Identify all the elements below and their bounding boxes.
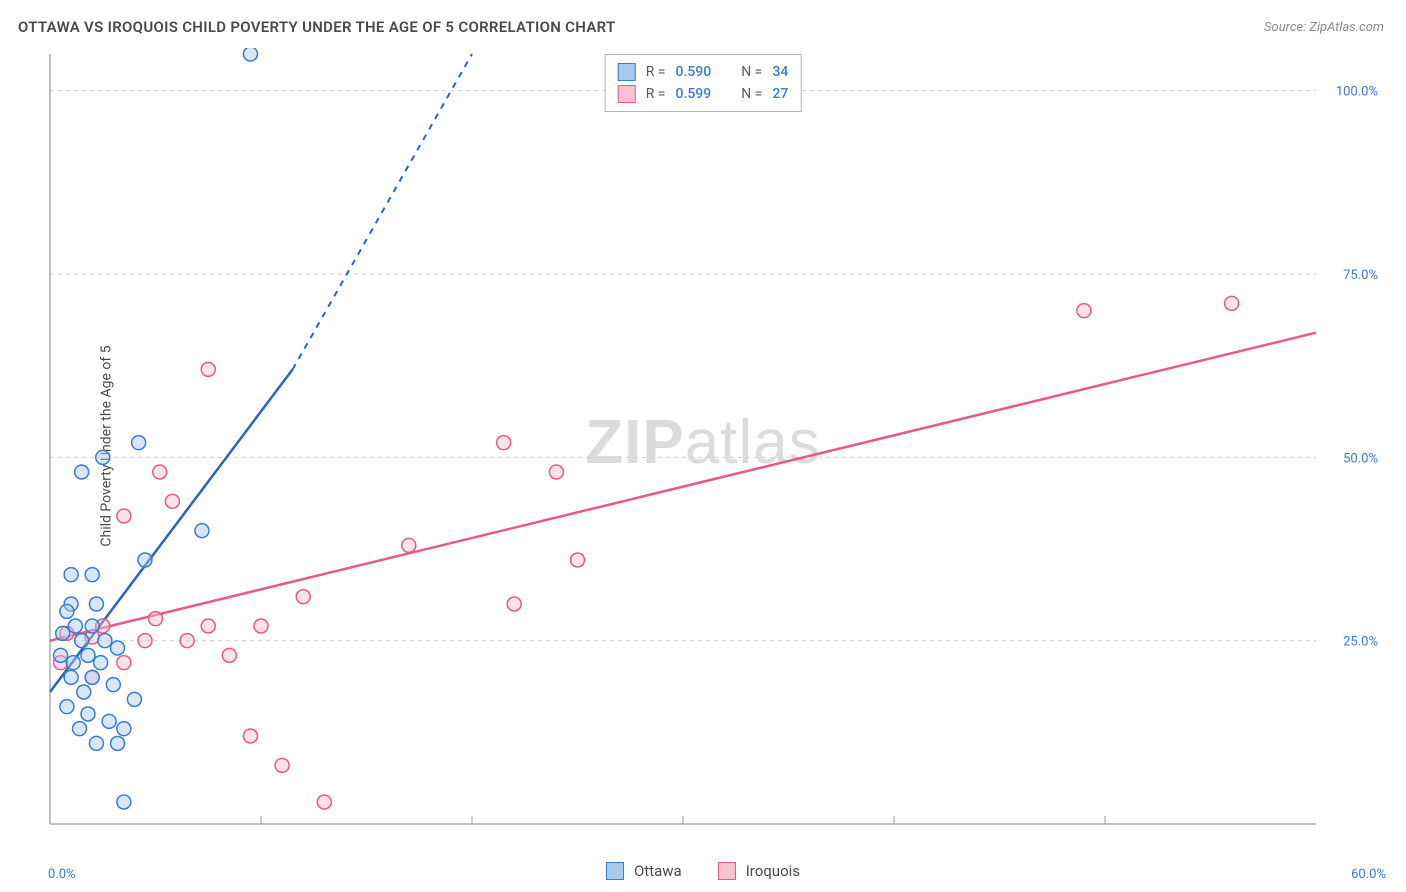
svg-text:100.0%: 100.0% [1336, 85, 1378, 100]
stat-n-label: N = [741, 86, 762, 102]
stat-n-iroquois: 27 [772, 86, 788, 102]
stat-n-ottawa: 34 [772, 64, 788, 80]
stat-n-label: N = [741, 64, 762, 80]
scatter-plot: 25.0% 50.0% 75.0% 100.0% [48, 48, 1386, 844]
svg-text:25.0%: 25.0% [1343, 635, 1378, 650]
swatch-iroquois [718, 862, 736, 880]
swatch-ottawa [618, 63, 636, 81]
plot-area: 25.0% 50.0% 75.0% 100.0% [48, 48, 1386, 844]
legend-stats-row-ottawa: R = 0.590 N = 34 [618, 61, 789, 83]
x-axis-max-label: 60.0% [1351, 867, 1386, 882]
stat-r-iroquois: 0.599 [676, 86, 712, 102]
bottom-legend: Ottawa Iroquois [606, 862, 800, 880]
stat-r-label: R = [646, 86, 666, 102]
legend-label-ottawa: Ottawa [634, 862, 682, 880]
chart-title: OTTAWA VS IROQUOIS CHILD POVERTY UNDER T… [18, 18, 616, 36]
swatch-ottawa [606, 862, 624, 880]
legend-item-iroquois: Iroquois [718, 862, 800, 880]
x-axis-min-label: 0.0% [48, 867, 76, 882]
stat-r-label: R = [646, 64, 666, 80]
swatch-iroquois [618, 85, 636, 103]
source-label: Source: ZipAtlas.com [1264, 20, 1384, 35]
stat-r-ottawa: 0.590 [676, 64, 712, 80]
legend-stats-box: R = 0.590 N = 34 R = 0.599 N = 27 [605, 54, 802, 112]
svg-text:50.0%: 50.0% [1343, 451, 1378, 466]
svg-text:75.0%: 75.0% [1343, 268, 1378, 283]
legend-item-ottawa: Ottawa [606, 862, 682, 880]
legend-label-iroquois: Iroquois [746, 862, 800, 880]
legend-stats-row-iroquois: R = 0.599 N = 27 [618, 83, 789, 105]
